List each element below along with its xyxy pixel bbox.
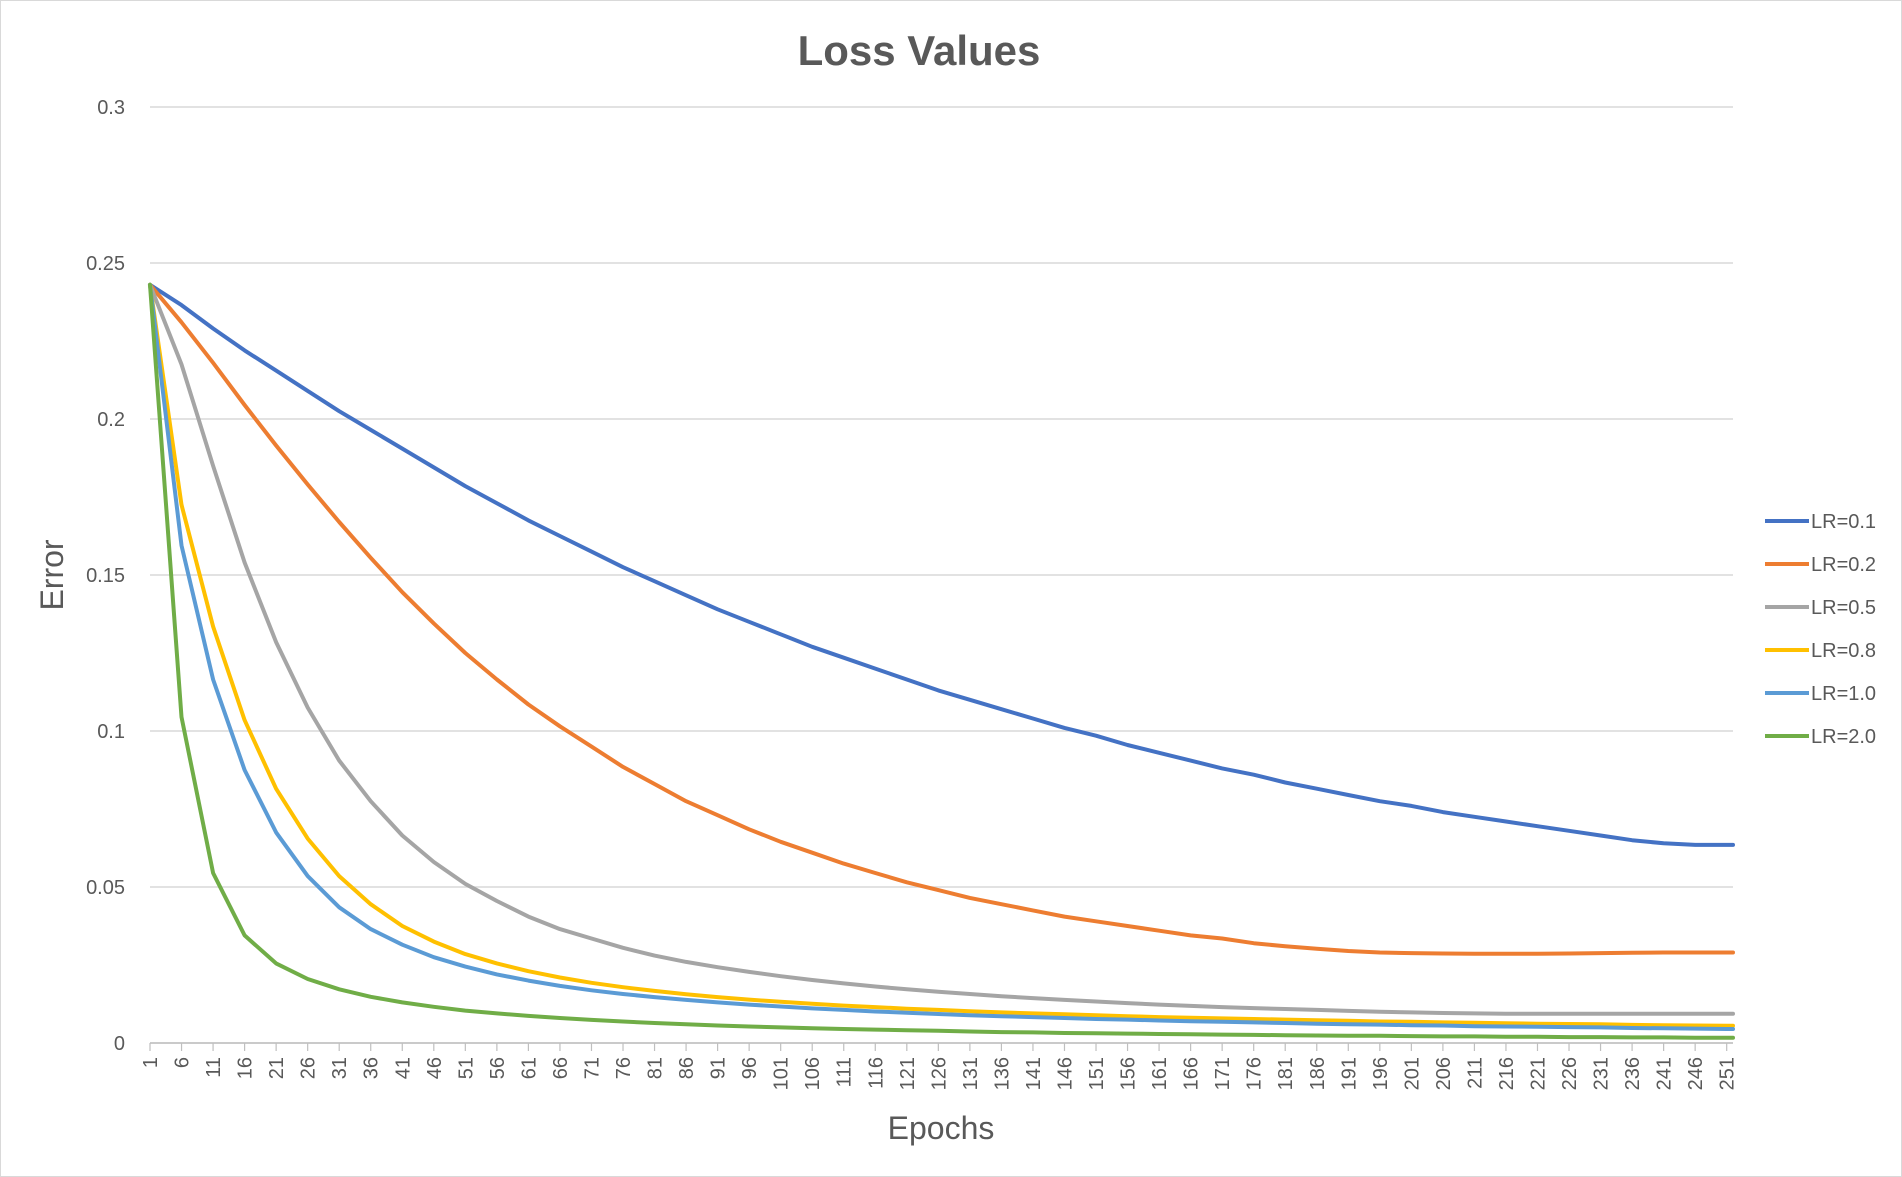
x-tick-label: 141	[1023, 1057, 1045, 1090]
y-tick-label: 0.15	[86, 565, 125, 587]
x-tick-label: 156	[1118, 1057, 1140, 1090]
x-tick-label: 46	[424, 1057, 446, 1079]
x-tick-label: 81	[645, 1057, 667, 1079]
legend-entry: LR=0.8	[1765, 640, 1876, 662]
x-tick-label: 106	[802, 1057, 824, 1090]
x-tick-label: 131	[960, 1057, 982, 1090]
legend-label: LR=0.5	[1811, 597, 1876, 619]
x-tick-label: 206	[1433, 1057, 1455, 1090]
series-line-lr-0-2	[148, 282, 1735, 956]
y-tick-label: 0.3	[97, 97, 125, 119]
x-tick-label: 1	[140, 1057, 162, 1068]
x-tick-label: 21	[266, 1057, 288, 1079]
x-tick-label: 136	[991, 1057, 1013, 1090]
x-tick-label: 56	[487, 1057, 509, 1079]
x-tick-label: 116	[865, 1057, 887, 1089]
chart-title: Loss Values	[798, 27, 1041, 74]
x-tick-label: 31	[329, 1057, 351, 1079]
legend: LR=0.1 LR=0.2 LR=0.5 LR=0.8 LR=1.0 LR=2.0	[1765, 511, 1876, 748]
legend-label: LR=1.0	[1811, 683, 1876, 705]
x-tick-label: 161	[1149, 1057, 1171, 1090]
x-tick-label: 41	[392, 1057, 414, 1079]
legend-label: LR=2.0	[1811, 726, 1876, 748]
x-tick-label: 111	[834, 1057, 856, 1087]
y-tick-label: 0	[114, 1033, 125, 1055]
legend-entry: LR=2.0	[1765, 726, 1876, 748]
x-tick-label: 191	[1338, 1057, 1360, 1090]
x-tick-label: 96	[739, 1057, 761, 1079]
y-tick-label: 0.1	[97, 721, 125, 743]
x-tick-label: 231	[1591, 1057, 1613, 1090]
x-tick-label: 26	[298, 1057, 320, 1079]
x-tick-label: 251	[1717, 1057, 1739, 1090]
x-tick-label: 216	[1496, 1057, 1518, 1090]
x-tick-label: 246	[1685, 1057, 1707, 1090]
legend-entry: LR=0.2	[1765, 554, 1876, 576]
y-axis-ticks: 0 0.05 0.1 0.15 0.2 0.25 0.3	[86, 97, 125, 1055]
x-axis-ticks: 1 6 11 16 21 26 31 36 41 46 51 56 61 66 71 76 81 86 91 96 10…	[140, 1043, 1739, 1090]
legend-label: LR=0.2	[1811, 554, 1876, 576]
y-tick-label: 0.2	[97, 409, 125, 431]
x-tick-label: 66	[550, 1057, 572, 1079]
gridlines	[150, 106, 1733, 1044]
series-line-lr-0-5	[148, 282, 1735, 1016]
x-tick-label: 86	[676, 1057, 698, 1079]
x-tick-label: 101	[771, 1057, 793, 1090]
series-line-lr-0-1	[148, 282, 1735, 847]
x-tick-label: 186	[1307, 1057, 1329, 1090]
series-line-lr-1-0	[148, 282, 1735, 1031]
x-tick-label: 51	[455, 1057, 477, 1079]
y-tick-label: 0.05	[86, 877, 125, 899]
x-tick-label: 126	[928, 1057, 950, 1090]
x-tick-label: 176	[1244, 1057, 1266, 1090]
series-line-lr-2-0	[148, 282, 1735, 1040]
x-tick-label: 11	[203, 1057, 225, 1078]
x-tick-label: 76	[613, 1057, 635, 1079]
x-axis-title: Epochs	[888, 1110, 995, 1146]
x-tick-label: 61	[518, 1057, 540, 1079]
legend-label: LR=0.1	[1811, 511, 1876, 533]
x-tick-label: 236	[1622, 1057, 1644, 1090]
y-tick-label: 0.25	[86, 253, 125, 275]
legend-entry: LR=0.1	[1765, 511, 1876, 533]
x-tick-label: 36	[361, 1057, 383, 1079]
x-tick-label: 166	[1181, 1057, 1203, 1090]
x-tick-label: 221	[1527, 1057, 1549, 1090]
x-tick-label: 241	[1654, 1057, 1676, 1090]
x-tick-label: 211	[1464, 1057, 1486, 1089]
x-tick-label: 71	[581, 1057, 603, 1079]
x-tick-label: 91	[708, 1057, 730, 1079]
x-tick-label: 196	[1370, 1057, 1392, 1090]
legend-label: LR=0.8	[1811, 640, 1876, 662]
x-tick-label: 146	[1054, 1057, 1076, 1090]
x-tick-label: 121	[897, 1057, 919, 1090]
x-tick-label: 16	[235, 1057, 257, 1079]
x-tick-label: 181	[1275, 1057, 1297, 1090]
series-lines	[148, 282, 1735, 1040]
legend-entry: LR=0.5	[1765, 597, 1876, 619]
y-axis-title: Error	[34, 539, 70, 610]
x-tick-label: 171	[1212, 1057, 1234, 1090]
x-tick-label: 6	[172, 1057, 194, 1068]
x-tick-label: 226	[1559, 1057, 1581, 1090]
legend-entry: LR=1.0	[1765, 683, 1876, 705]
x-tick-label: 151	[1086, 1057, 1108, 1090]
series-line-lr-0-8	[148, 282, 1735, 1028]
x-tick-label: 201	[1401, 1057, 1423, 1090]
